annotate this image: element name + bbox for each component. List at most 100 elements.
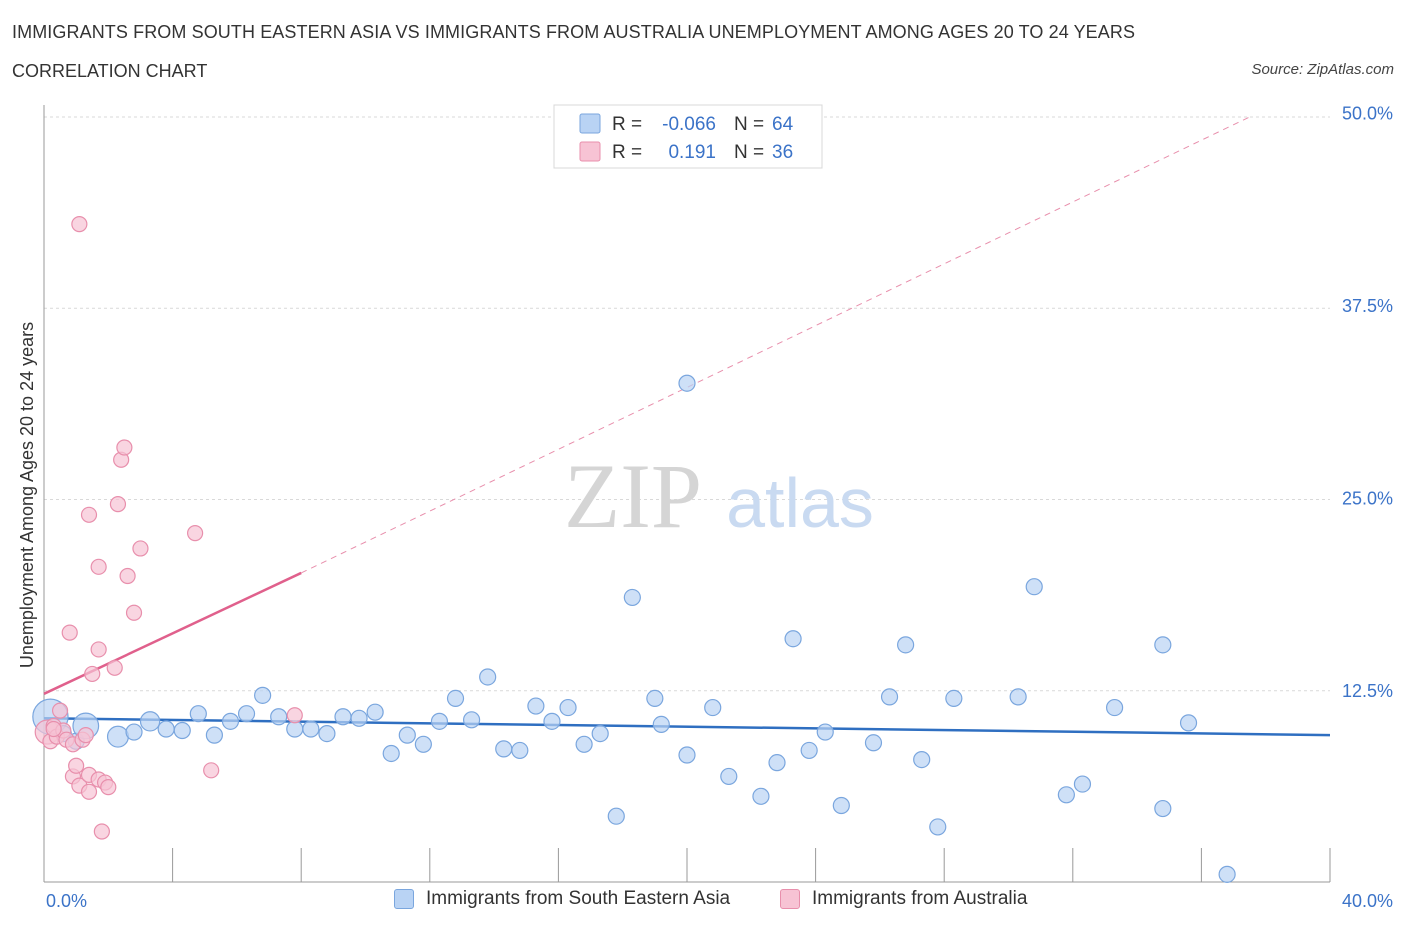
point-south-eastern-asia xyxy=(173,721,191,740)
watermark-atlas: atlas xyxy=(726,464,874,542)
point-south-eastern-asia xyxy=(864,734,883,752)
point-south-eastern-asia xyxy=(575,735,593,753)
x-tick-label: 40.0% xyxy=(1342,891,1393,911)
legend-swatch-pink xyxy=(579,141,601,162)
point-south-eastern-asia xyxy=(832,796,850,815)
axis-labels: 12.5% 25.0% 37.5% 50.0% 0.0% 40.0% xyxy=(46,103,1393,911)
point-south-eastern-asia xyxy=(1154,636,1172,654)
point-south-eastern-asia xyxy=(205,726,223,744)
point-south-eastern-asia xyxy=(527,697,545,715)
point-south-eastern-asia xyxy=(880,688,899,706)
chart-title: IMMIGRANTS FROM SOUTH EASTERN ASIA VS IM… xyxy=(12,22,1136,42)
point-south-eastern-asia xyxy=(646,689,664,708)
point-australia xyxy=(132,540,149,557)
point-south-eastern-asia xyxy=(929,818,947,836)
point-australia xyxy=(61,624,78,641)
y-tick-label: 37.5% xyxy=(1342,296,1393,316)
point-south-eastern-asia xyxy=(446,689,465,708)
stats-legend: R = -0.066 N = 64 R = 0.191 N = 36 xyxy=(553,104,823,169)
stat-r-value: 0.191 xyxy=(668,142,716,163)
trend-line-south-eastern-asia xyxy=(43,717,1331,737)
point-south-eastern-asia xyxy=(652,715,670,734)
point-south-eastern-asia xyxy=(430,712,449,730)
point-australia xyxy=(125,604,143,621)
point-south-eastern-asia xyxy=(678,746,696,764)
point-south-eastern-asia xyxy=(318,724,336,743)
source-credit: Source: ZipAtlas.com xyxy=(1251,61,1394,78)
point-south-eastern-asia xyxy=(414,735,432,753)
point-south-eastern-asia xyxy=(607,807,625,825)
point-south-eastern-asia xyxy=(398,726,416,744)
point-australia xyxy=(187,525,204,542)
point-south-eastern-asia xyxy=(1154,799,1172,818)
point-south-eastern-asia xyxy=(784,630,802,648)
point-australia xyxy=(286,707,303,724)
point-south-eastern-asia xyxy=(591,724,609,743)
grid-lines xyxy=(44,116,1330,692)
stat-n-value: 64 xyxy=(772,114,794,135)
point-south-eastern-asia xyxy=(1179,714,1198,732)
point-south-eastern-asia xyxy=(237,705,256,723)
watermark-zip: ZIP xyxy=(564,445,702,547)
point-south-eastern-asia xyxy=(1218,865,1236,883)
x-tick-label: 0.0% xyxy=(46,891,87,911)
stat-n-value: 36 xyxy=(772,142,793,163)
point-south-eastern-asia xyxy=(678,374,696,392)
point-south-eastern-asia xyxy=(139,711,161,732)
legend-item-south-eastern-asia[interactable]: Immigrants from South Eastern Asia xyxy=(394,888,730,910)
point-australia xyxy=(77,727,94,744)
point-south-eastern-asia xyxy=(1057,786,1075,804)
trend-lines xyxy=(43,116,1331,737)
point-australia xyxy=(45,720,62,738)
legend-swatch-pink xyxy=(780,889,800,909)
data-points xyxy=(32,216,1236,883)
point-south-eastern-asia xyxy=(559,698,577,717)
point-south-eastern-asia xyxy=(720,767,738,786)
point-south-eastern-asia xyxy=(350,709,368,727)
point-australia xyxy=(51,702,69,719)
point-south-eastern-asia xyxy=(1025,578,1043,596)
stat-n-label: N = xyxy=(734,114,764,135)
point-australia xyxy=(116,439,133,456)
point-australia xyxy=(119,567,136,585)
point-south-eastern-asia xyxy=(623,588,641,607)
point-south-eastern-asia xyxy=(752,787,770,805)
point-south-eastern-asia xyxy=(768,754,786,772)
point-australia xyxy=(109,495,127,513)
legend-item-australia[interactable]: Immigrants from Australia xyxy=(780,888,1027,910)
point-south-eastern-asia xyxy=(189,705,207,723)
point-australia xyxy=(80,506,98,523)
point-south-eastern-asia xyxy=(221,712,240,730)
point-australia xyxy=(90,641,107,658)
point-south-eastern-asia xyxy=(382,744,400,763)
point-south-eastern-asia xyxy=(816,723,834,741)
point-south-eastern-asia xyxy=(302,720,320,738)
stat-n-label: N = xyxy=(734,142,764,163)
point-south-eastern-asia xyxy=(254,686,272,704)
point-australia xyxy=(203,762,220,779)
point-south-eastern-asia xyxy=(1105,698,1124,717)
point-south-eastern-asia xyxy=(511,741,529,760)
point-south-eastern-asia xyxy=(495,740,513,758)
trend-line-australia xyxy=(43,571,302,695)
point-australia xyxy=(93,823,110,840)
point-australia xyxy=(90,558,107,575)
point-south-eastern-asia xyxy=(270,708,288,726)
point-south-eastern-asia xyxy=(543,712,561,730)
point-south-eastern-asia xyxy=(125,723,143,741)
point-south-eastern-asia xyxy=(366,703,384,721)
bottom-legend: Immigrants from South Eastern Asia Immig… xyxy=(0,888,1406,916)
point-south-eastern-asia xyxy=(462,711,481,729)
point-south-eastern-asia xyxy=(106,725,129,748)
point-south-eastern-asia xyxy=(1073,775,1092,793)
legend-swatch-blue xyxy=(394,889,414,909)
point-south-eastern-asia xyxy=(286,720,304,738)
watermark: ZIP atlas xyxy=(564,445,874,547)
point-south-eastern-asia xyxy=(913,750,931,769)
point-south-eastern-asia xyxy=(1009,688,1027,706)
point-south-eastern-asia xyxy=(897,636,915,654)
point-australia xyxy=(68,757,85,774)
stat-r-value: -0.066 xyxy=(662,114,716,135)
y-tick-label: 50.0% xyxy=(1342,103,1393,123)
